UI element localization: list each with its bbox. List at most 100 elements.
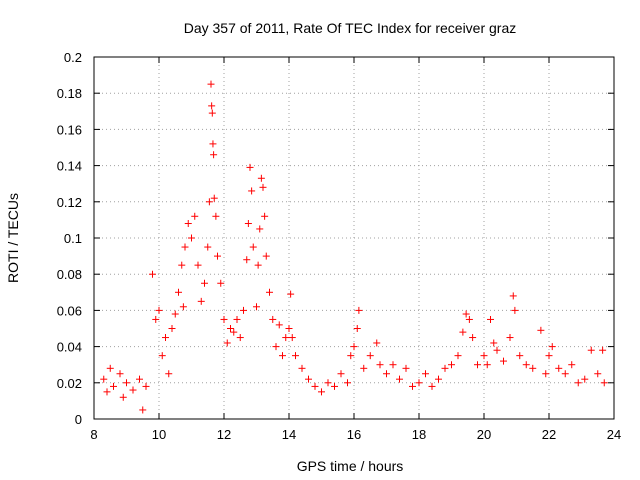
x-axis-label: GPS time / hours xyxy=(297,458,404,474)
data-point xyxy=(123,379,130,387)
data-point xyxy=(474,361,481,369)
data-point xyxy=(545,352,553,360)
data-point xyxy=(599,346,607,354)
data-point xyxy=(360,364,368,372)
data-point xyxy=(402,364,410,372)
y-tick-label: 0 xyxy=(75,412,82,427)
data-point xyxy=(318,388,325,396)
data-point xyxy=(516,352,524,360)
data-point xyxy=(587,346,595,354)
data-point xyxy=(208,109,216,117)
data-point xyxy=(266,288,273,296)
y-tick-label: 0.08 xyxy=(57,267,82,282)
data-point xyxy=(506,334,514,342)
y-tick-label: 0.12 xyxy=(57,195,82,210)
data-point xyxy=(149,270,156,278)
data-point xyxy=(142,382,150,390)
data-point xyxy=(106,364,114,372)
data-point xyxy=(415,379,423,387)
data-point xyxy=(441,364,449,372)
data-point xyxy=(136,375,143,383)
y-tick-label: 0.02 xyxy=(57,376,82,391)
data-point xyxy=(509,292,517,300)
data-point xyxy=(162,334,169,342)
y-tick-label: 0.04 xyxy=(57,340,82,355)
data-point xyxy=(184,220,192,228)
data-point xyxy=(181,243,189,251)
x-tick-label: 22 xyxy=(542,427,556,442)
data-point xyxy=(129,386,137,394)
data-point xyxy=(305,375,312,383)
data-point xyxy=(223,339,231,347)
data-point xyxy=(465,315,473,323)
data-point xyxy=(350,343,358,351)
data-point xyxy=(165,370,173,378)
data-point xyxy=(246,163,254,171)
data-point xyxy=(287,290,295,298)
y-tick-label: 0.1 xyxy=(64,231,82,246)
y-tick-label: 0.06 xyxy=(57,303,82,318)
data-point xyxy=(269,315,277,323)
data-point xyxy=(168,325,176,332)
y-tick-label: 0.16 xyxy=(57,122,82,137)
x-tick-label: 10 xyxy=(152,427,166,442)
grid-lines xyxy=(94,57,614,419)
data-point xyxy=(574,379,582,387)
data-point xyxy=(366,352,374,360)
data-point xyxy=(236,334,244,342)
data-point xyxy=(487,315,494,323)
data-point xyxy=(337,370,345,378)
data-point xyxy=(529,364,537,372)
data-point xyxy=(298,364,306,372)
data-point xyxy=(110,382,117,390)
data-point xyxy=(197,297,205,305)
y-tick-label: 0.2 xyxy=(64,50,82,65)
data-point xyxy=(422,370,429,378)
data-point xyxy=(188,234,195,242)
data-point xyxy=(462,310,470,318)
y-axis-label: ROTI / TECUs xyxy=(5,193,21,283)
x-tick-label: 14 xyxy=(282,427,296,442)
y-tick-label: 0.18 xyxy=(57,86,82,101)
data-point xyxy=(171,310,179,318)
data-point xyxy=(210,194,218,202)
data-point xyxy=(561,370,569,378)
data-point xyxy=(194,261,202,269)
data-point xyxy=(205,198,213,206)
data-point xyxy=(480,352,488,360)
data-point xyxy=(376,361,384,369)
data-point xyxy=(244,220,252,228)
data-point xyxy=(243,256,251,264)
data-point xyxy=(522,361,530,369)
data-point xyxy=(207,80,215,88)
data-point xyxy=(256,225,264,233)
data-point xyxy=(311,382,319,390)
data-point xyxy=(537,326,545,334)
data-point xyxy=(493,346,501,354)
x-tick-label: 8 xyxy=(90,427,97,442)
data-point xyxy=(347,352,355,360)
data-point xyxy=(600,379,608,387)
data-point xyxy=(103,388,111,396)
data-point xyxy=(191,212,199,220)
data-point xyxy=(254,261,262,269)
data-point xyxy=(262,252,270,260)
data-point xyxy=(500,357,507,365)
data-point xyxy=(227,325,234,332)
data-point xyxy=(100,375,108,383)
data-point xyxy=(119,393,127,401)
data-point xyxy=(459,328,467,336)
data-point xyxy=(383,370,390,378)
data-point xyxy=(201,279,208,287)
data-point xyxy=(490,339,498,347)
data-point xyxy=(257,174,265,182)
data-point xyxy=(389,361,397,369)
data-point xyxy=(272,343,280,351)
data-point xyxy=(230,328,238,336)
data-point xyxy=(158,352,166,360)
data-point xyxy=(233,315,241,323)
data-point xyxy=(324,379,332,387)
data-point xyxy=(396,375,403,383)
data-point xyxy=(581,375,589,383)
